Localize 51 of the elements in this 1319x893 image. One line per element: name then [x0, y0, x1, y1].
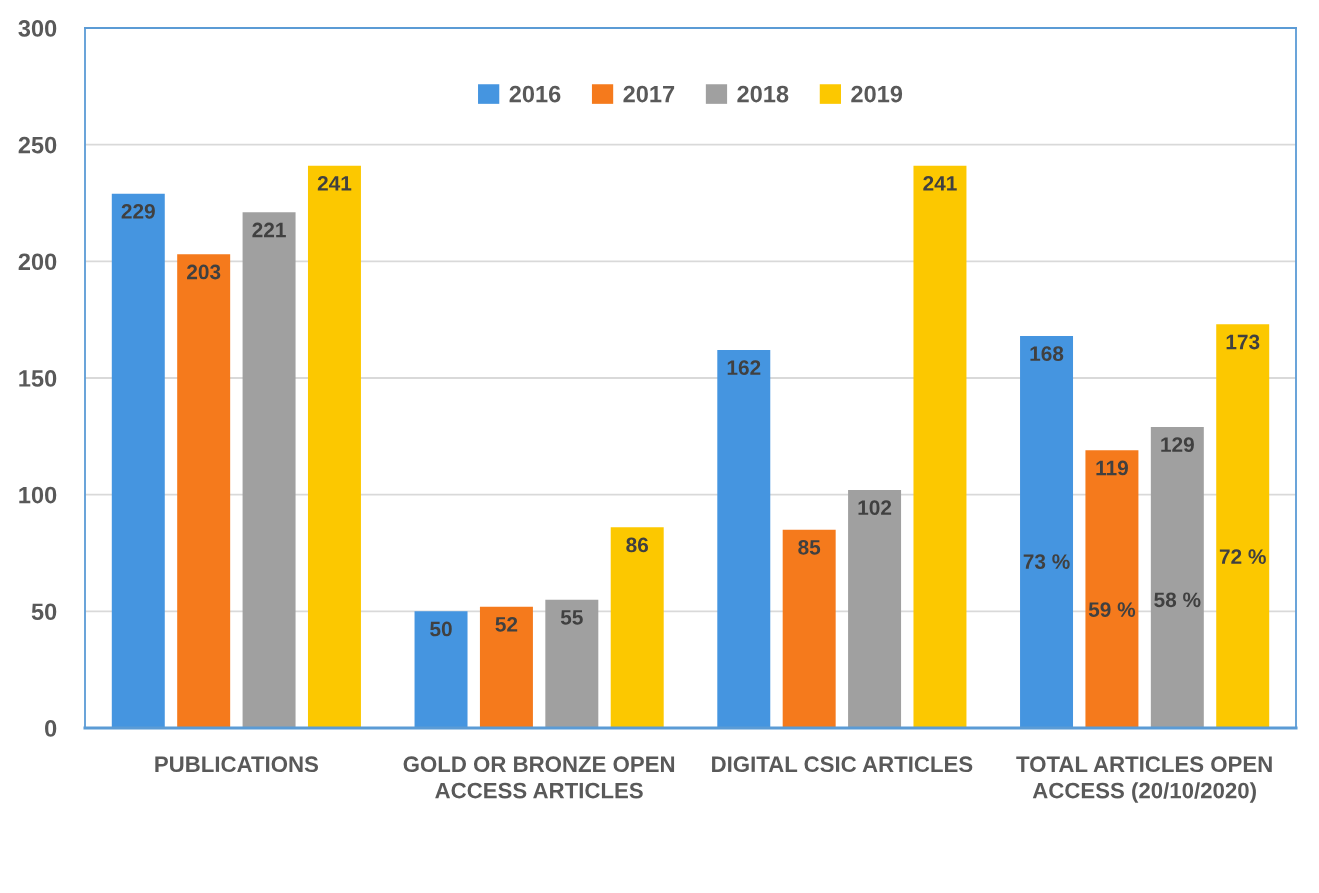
data-label: 203	[187, 264, 221, 280]
annotation: 72 %	[1219, 549, 1266, 565]
y-tick-label: 300	[18, 20, 57, 37]
annotation: 73 %	[1023, 554, 1070, 569]
legend-label: 2019	[851, 85, 903, 103]
data-label: 50	[430, 621, 452, 637]
bar	[307, 165, 361, 728]
annotation: 58 %	[1154, 592, 1201, 608]
legend-label: 2018	[737, 85, 789, 103]
y-tick-label: 100	[19, 486, 57, 504]
bar	[782, 529, 836, 728]
bar	[111, 193, 165, 728]
bar	[414, 611, 468, 728]
data-label: 241	[923, 175, 957, 191]
bar	[848, 490, 902, 728]
bar	[1085, 450, 1139, 728]
data-label: 119	[1096, 460, 1128, 476]
y-tick-label: 200	[18, 253, 57, 271]
data-label: 55	[560, 610, 583, 625]
x-tick-label: GOLD OR BRONZE OPEN ACCESS ARTICLES	[403, 756, 675, 799]
y-tick-label: 50	[31, 603, 57, 621]
data-label: 168	[1030, 346, 1064, 362]
bar	[717, 350, 771, 728]
bar	[479, 606, 533, 728]
bar	[913, 165, 967, 728]
annotation: 59 %	[1088, 602, 1136, 617]
x-tick-label: TOTAL ARTICLES OPEN ACCESS (20/10/2020)	[1016, 756, 1272, 803]
data-label: 221	[252, 222, 286, 238]
bar	[242, 212, 296, 728]
bar	[177, 254, 231, 728]
x-tick-label: DIGITAL CSIC ARTICLES	[712, 756, 973, 773]
bar	[1020, 336, 1074, 728]
y-tick-label: 250	[18, 136, 57, 154]
data-label: 85	[798, 539, 821, 555]
bar	[610, 527, 664, 728]
legend-label: 2016	[509, 85, 561, 103]
bar	[1216, 324, 1270, 728]
data-label: 229	[121, 203, 155, 219]
data-label: 52	[495, 616, 518, 632]
bar	[1150, 427, 1204, 728]
y-tick-label: 0	[45, 720, 57, 737]
x-tick-label: PUBLICATIONS	[155, 756, 319, 773]
data-label: 102	[858, 500, 892, 516]
data-label: 129	[1161, 437, 1194, 453]
y-tick-label: 150	[19, 370, 57, 387]
data-label: 173	[1226, 334, 1260, 350]
bar	[545, 599, 599, 728]
data-label: 241	[317, 175, 352, 191]
legend-label: 2017	[623, 85, 675, 103]
data-label: 86	[626, 537, 649, 553]
data-label: 162	[727, 360, 761, 376]
